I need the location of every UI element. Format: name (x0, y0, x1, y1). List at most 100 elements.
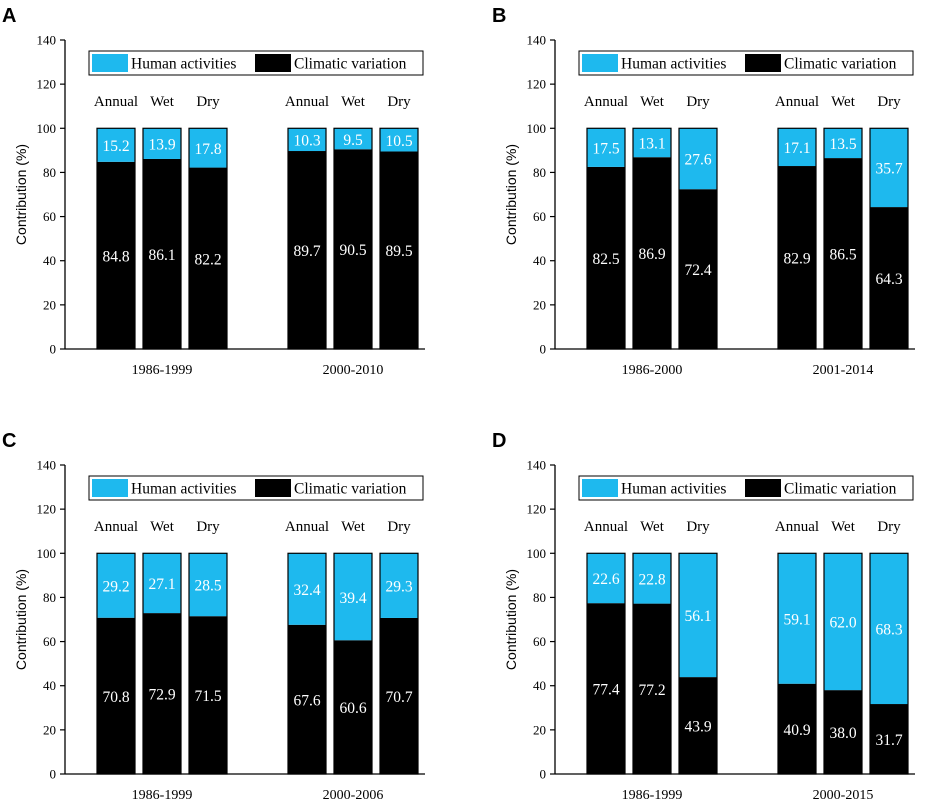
x-group-label: 1986-1999 (132, 788, 193, 803)
bar-climatic (288, 151, 326, 349)
bar-climatic (189, 616, 227, 774)
bar-category-label: Wet (341, 519, 366, 535)
x-group-label: 2001-2014 (813, 363, 874, 378)
bar-climatic (824, 690, 862, 774)
bar-human (679, 128, 717, 190)
bar-category-label: Dry (877, 94, 901, 110)
y-tick-label: 0 (50, 342, 57, 357)
legend-label-climatic: Climatic variation (294, 56, 407, 73)
legend-label-human: Human activities (131, 481, 236, 498)
bar-human (824, 553, 862, 691)
data-label-human: 10.3 (293, 133, 320, 150)
y-tick-label: 80 (43, 165, 56, 180)
y-tick-label: 100 (37, 121, 57, 136)
bar-category-label: Annual (94, 94, 138, 110)
data-label-climatic: 84.8 (102, 248, 129, 265)
x-group-label: 2000-2010 (323, 363, 384, 378)
data-label-climatic: 71.5 (194, 688, 221, 705)
y-tick-label: 120 (527, 77, 547, 92)
bar-climatic (870, 207, 908, 349)
legend-swatch-human (92, 54, 128, 72)
bar-human (143, 128, 181, 159)
y-tick-label: 140 (37, 458, 57, 473)
legend-swatch-human (582, 479, 618, 497)
legend-swatch-climatic (255, 479, 291, 497)
bar-climatic (587, 603, 625, 774)
data-label-human: 9.5 (343, 132, 363, 149)
y-tick-label: 140 (37, 33, 57, 48)
y-tick-label: 20 (533, 297, 546, 312)
y-tick-label: 60 (533, 634, 546, 649)
bar-category-label: Wet (341, 94, 366, 110)
data-label-climatic: 72.9 (148, 687, 175, 704)
y-tick-label: 80 (533, 165, 546, 180)
data-label-human: 56.1 (684, 608, 711, 625)
bar-outline (333, 552, 373, 775)
bar-outline (777, 552, 817, 775)
bar-outline (142, 552, 182, 775)
x-group-label: 2000-2015 (813, 788, 874, 803)
bar-climatic (778, 166, 816, 349)
bar-category-label: Annual (285, 519, 329, 535)
bar-human (870, 128, 908, 208)
bar-climatic (380, 617, 418, 774)
data-label-climatic: 82.2 (194, 251, 221, 268)
bar-outline (777, 127, 817, 350)
bar-climatic (824, 158, 862, 349)
bar-outline (678, 127, 718, 350)
bar-human (189, 553, 227, 617)
y-tick-label: 20 (43, 722, 56, 737)
data-label-human: 13.9 (148, 137, 175, 154)
bar-category-label: Wet (150, 519, 175, 535)
y-tick-label: 40 (43, 678, 56, 693)
bar-outline (287, 127, 327, 350)
panel-letter: C (2, 430, 16, 452)
data-label-human: 27.6 (684, 152, 711, 169)
data-label-climatic: 70.8 (102, 689, 129, 706)
bar-outline (96, 552, 136, 775)
bar-category-label: Dry (686, 94, 710, 110)
y-tick-label: 60 (533, 209, 546, 224)
panel-letter: B (492, 5, 506, 27)
bar-outline (287, 552, 327, 775)
data-label-climatic: 67.6 (293, 692, 320, 709)
y-tick-label: 140 (527, 33, 547, 48)
legend-label-climatic: Climatic variation (294, 481, 407, 498)
legend-label-human: Human activities (621, 481, 726, 498)
data-label-climatic: 90.5 (339, 242, 366, 259)
data-label-human: 62.0 (829, 615, 856, 632)
bar-climatic (143, 158, 181, 349)
data-label-human: 29.2 (102, 579, 129, 596)
data-label-human: 32.4 (293, 582, 320, 599)
data-label-climatic: 70.7 (385, 689, 412, 706)
data-label-human: 17.5 (592, 141, 619, 158)
bar-climatic (189, 167, 227, 349)
data-label-human: 13.5 (829, 136, 856, 153)
y-tick-label: 80 (533, 590, 546, 605)
y-tick-label: 80 (43, 590, 56, 605)
data-label-human: 10.5 (385, 133, 412, 150)
bar-outline (869, 127, 909, 350)
bar-human (587, 553, 625, 604)
y-tick-label: 120 (527, 502, 547, 517)
bar-category-label: Dry (196, 519, 220, 535)
x-group-label: 1986-1999 (132, 363, 193, 378)
bar-climatic (143, 613, 181, 774)
bar-category-label: Wet (831, 94, 856, 110)
data-label-human: 22.8 (638, 571, 665, 588)
data-label-climatic: 72.4 (684, 262, 711, 279)
bar-human (778, 128, 816, 167)
legend-label-human: Human activities (131, 56, 236, 73)
data-label-human: 13.1 (638, 136, 665, 153)
y-tick-label: 0 (540, 767, 547, 782)
bar-category-label: Annual (775, 94, 819, 110)
bar-outline (142, 127, 182, 350)
bar-human (633, 553, 671, 604)
data-label-climatic: 38.0 (829, 725, 856, 742)
data-label-climatic: 89.7 (293, 243, 320, 260)
bar-human (334, 128, 372, 150)
data-label-climatic: 89.5 (385, 243, 412, 260)
legend-label-climatic: Climatic variation (784, 56, 897, 73)
data-label-climatic: 82.5 (592, 251, 619, 268)
